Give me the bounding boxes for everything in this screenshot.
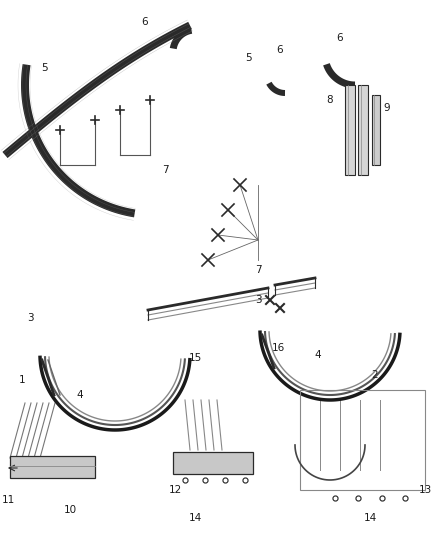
Bar: [300, 390, 425, 490]
Text: 6: 6: [337, 33, 343, 43]
Text: 12: 12: [168, 485, 182, 495]
Text: 4: 4: [77, 390, 83, 400]
Text: 8: 8: [327, 95, 333, 105]
Text: 3: 3: [27, 313, 33, 323]
Text: 6: 6: [277, 45, 283, 55]
Text: 10: 10: [64, 505, 77, 515]
Polygon shape: [323, 63, 355, 88]
Polygon shape: [170, 27, 192, 49]
Text: 15: 15: [188, 353, 201, 363]
Text: 5: 5: [42, 63, 48, 73]
Text: 4: 4: [314, 350, 321, 360]
Text: 9: 9: [384, 103, 390, 113]
Polygon shape: [21, 64, 135, 217]
Text: 2: 2: [372, 370, 378, 380]
Text: 7: 7: [162, 165, 168, 175]
Polygon shape: [3, 22, 192, 158]
Polygon shape: [266, 82, 285, 96]
Text: 13: 13: [418, 485, 431, 495]
Text: 14: 14: [364, 513, 377, 523]
Text: 1: 1: [19, 375, 25, 385]
Bar: [345, 85, 355, 175]
Text: 11: 11: [1, 495, 14, 505]
Bar: [10, 456, 95, 478]
Bar: [372, 95, 380, 165]
Text: 7: 7: [254, 265, 261, 275]
Text: 14: 14: [188, 513, 201, 523]
Bar: [173, 452, 253, 474]
Text: 5: 5: [245, 53, 251, 63]
Bar: [358, 85, 368, 175]
Text: 6: 6: [141, 17, 148, 27]
Text: 3: 3: [254, 295, 261, 305]
Text: 16: 16: [272, 343, 285, 353]
